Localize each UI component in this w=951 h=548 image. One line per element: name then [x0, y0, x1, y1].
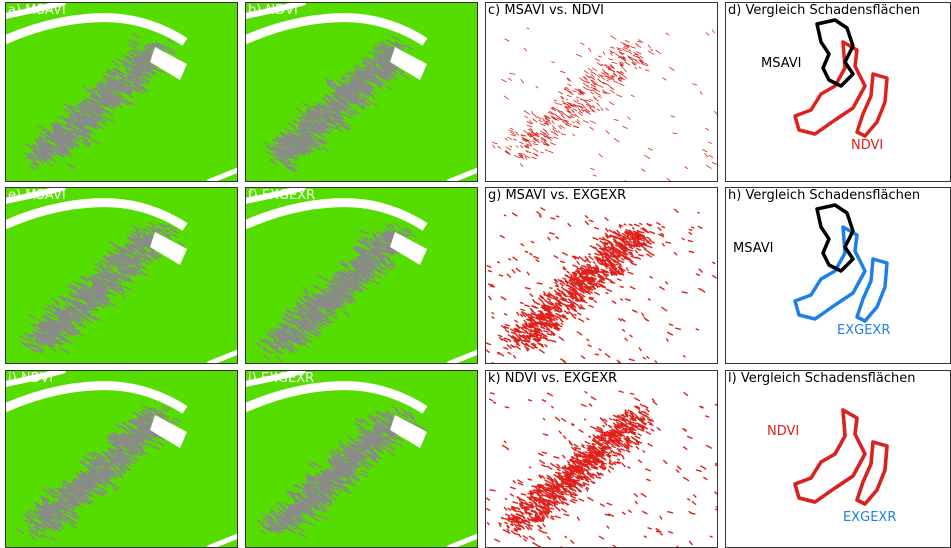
panel-label: d) Vergleich Schadensflächen [728, 3, 920, 18]
legend-label: EXGEXR [837, 323, 890, 338]
background [485, 2, 718, 182]
panel: e) MSAVI [5, 187, 238, 364]
legend-label: MSAVI [761, 56, 802, 71]
panel-label: e) MSAVI [8, 188, 66, 203]
panel-label: f) EXGEXR [248, 188, 315, 203]
difference-pixel [549, 288, 552, 289]
panel: i) NDVI [5, 370, 238, 548]
panel: c) MSAVI vs. NDVI [485, 2, 718, 182]
panel: MSAVI NDVI d) Vergleich Schadensflächen [725, 2, 951, 182]
legend-label: MSAVI [733, 241, 774, 256]
panel-label: c) MSAVI vs. NDVI [488, 3, 604, 18]
panel: MSAVI EXGEXR h) Vergleich Schadensflächen [725, 187, 951, 364]
panel-label: h) Vergleich Schadensflächen [728, 188, 920, 203]
difference-pixel [615, 245, 618, 246]
panel: b) NDVI [245, 2, 478, 182]
legend-label: NDVI [851, 138, 883, 153]
difference-pixel [605, 293, 608, 294]
panel-label: g) MSAVI vs. EXGEXR [488, 188, 626, 203]
difference-pixel [520, 303, 524, 304]
panel-label: a) MSAVI [8, 3, 66, 18]
panel: f) EXGEXR [245, 187, 478, 364]
background [725, 2, 951, 182]
difference-pixel [492, 313, 495, 314]
panel: a) MSAVI [5, 2, 238, 182]
panel-label: b) NDVI [248, 3, 298, 18]
panel: g) MSAVI vs. EXGEXR [485, 187, 718, 364]
